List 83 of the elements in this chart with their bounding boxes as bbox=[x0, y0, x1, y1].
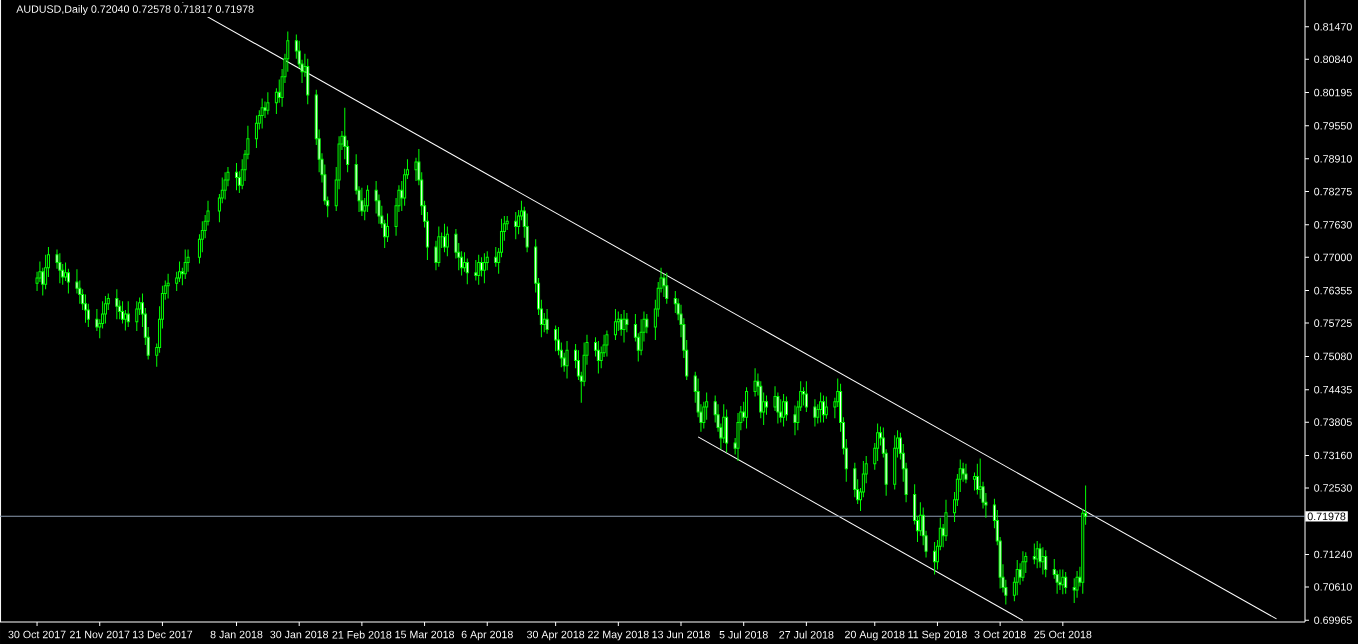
candlestick bbox=[477, 254, 481, 286]
x-tick-label: 21 Feb 2018 bbox=[332, 630, 392, 639]
y-tick-label: 0.74435 bbox=[1314, 385, 1352, 394]
x-tick-label: 15 Mar 2018 bbox=[395, 630, 455, 639]
candlestick bbox=[975, 463, 979, 496]
candlestick bbox=[605, 330, 609, 357]
candlestick bbox=[545, 308, 549, 335]
x-tick-label: 5 Jul 2018 bbox=[719, 630, 768, 639]
candlestick bbox=[1044, 549, 1048, 578]
x-tick-label: 11 Sep 2018 bbox=[908, 630, 967, 641]
x-tick-label: 13 Dec 2017 bbox=[132, 630, 193, 639]
candlestick bbox=[804, 380, 808, 413]
y-tick-label: 0.75725 bbox=[1314, 319, 1352, 327]
y-tick-label: 0.78910 bbox=[1314, 155, 1352, 163]
x-tick-label: 25 Oct 2018 bbox=[1034, 630, 1092, 639]
candlestick bbox=[753, 367, 757, 398]
y-tick-label: 0.71240 bbox=[1314, 550, 1352, 559]
x-tick-label: 20 Aug 2018 bbox=[845, 630, 905, 641]
y-tick-label: 0.80195 bbox=[1314, 88, 1352, 97]
candlestick bbox=[260, 98, 264, 129]
candlestick bbox=[58, 252, 62, 284]
candlestick bbox=[793, 404, 797, 436]
candlestick bbox=[126, 300, 130, 328]
candlestick bbox=[514, 211, 518, 240]
x-tick-label: 22 May 2018 bbox=[588, 630, 649, 641]
y-tick-label: 0.72530 bbox=[1314, 484, 1352, 492]
candlestick bbox=[83, 293, 88, 324]
candlestick bbox=[234, 162, 239, 191]
y-tick-label: 0.77630 bbox=[1314, 221, 1352, 229]
x-tick-label: 21 Nov 2017 bbox=[70, 630, 130, 639]
candlestick bbox=[1064, 571, 1068, 595]
candlestick bbox=[462, 251, 466, 273]
y-tick-label: 0.70610 bbox=[1314, 583, 1352, 591]
candlestick bbox=[596, 340, 600, 374]
ref-line-label: 0.71978 bbox=[1307, 512, 1346, 521]
y-tick-label: 0.73805 bbox=[1314, 418, 1352, 426]
candlestick bbox=[1021, 550, 1025, 582]
candlestick bbox=[1075, 570, 1079, 599]
candlestick bbox=[115, 288, 119, 320]
y-tick-label: 0.75080 bbox=[1314, 352, 1352, 361]
candlestick bbox=[223, 171, 227, 201]
candlestick bbox=[1041, 546, 1045, 576]
candlestick bbox=[166, 273, 170, 300]
candlestick bbox=[494, 246, 498, 268]
candlestick bbox=[565, 340, 569, 380]
x-tick-label: 8 Jan 2018 bbox=[210, 630, 263, 639]
candlestick bbox=[782, 393, 786, 428]
x-tick-label: 27 Jul 2018 bbox=[779, 630, 834, 639]
candlestick bbox=[813, 398, 817, 428]
x-tick-label: 30 Apr 2018 bbox=[526, 630, 585, 641]
x-tick-label: 30 Oct 2017 bbox=[8, 630, 66, 639]
candlestick bbox=[1035, 540, 1039, 569]
candlestick bbox=[445, 225, 449, 257]
candlestick bbox=[474, 259, 478, 282]
candlestick bbox=[386, 213, 390, 243]
candlestick bbox=[1061, 568, 1065, 595]
candlestick bbox=[933, 541, 937, 576]
candlestick bbox=[135, 300, 139, 332]
y-tick-label: 0.77000 bbox=[1314, 253, 1352, 262]
candlestick bbox=[266, 91, 270, 115]
candlestick bbox=[821, 395, 825, 423]
candlestick bbox=[360, 187, 364, 217]
candlestick bbox=[1058, 568, 1062, 591]
candlestick bbox=[613, 308, 617, 341]
y-tick-label: 0.79550 bbox=[1314, 122, 1352, 130]
y-tick-label: 0.69965 bbox=[1314, 616, 1352, 624]
candlestick bbox=[819, 391, 823, 423]
y-tick-label: 0.73160 bbox=[1314, 451, 1352, 460]
candlestick bbox=[622, 309, 626, 343]
y-tick-label: 0.76355 bbox=[1314, 286, 1352, 295]
candlestick bbox=[665, 272, 669, 305]
y-tick-label: 0.81470 bbox=[1314, 23, 1352, 31]
x-tick-label: 6 Apr 2018 bbox=[461, 630, 513, 641]
chart-title: AUDUSD,Daily 0.72040 0.72578 0.71817 0.71978 bbox=[16, 5, 254, 15]
candlestick bbox=[824, 396, 828, 420]
y-tick-label: 0.78275 bbox=[1314, 187, 1352, 196]
y-tick-label: 0.80840 bbox=[1314, 55, 1352, 64]
candlestick bbox=[482, 252, 486, 284]
x-tick-label: 30 Jan 2018 bbox=[270, 630, 329, 639]
x-tick-label: 3 Oct 2018 bbox=[974, 630, 1026, 639]
candlestick bbox=[964, 463, 968, 484]
candlestick bbox=[554, 324, 558, 352]
x-tick-label: 13 Jun 2018 bbox=[652, 630, 710, 639]
